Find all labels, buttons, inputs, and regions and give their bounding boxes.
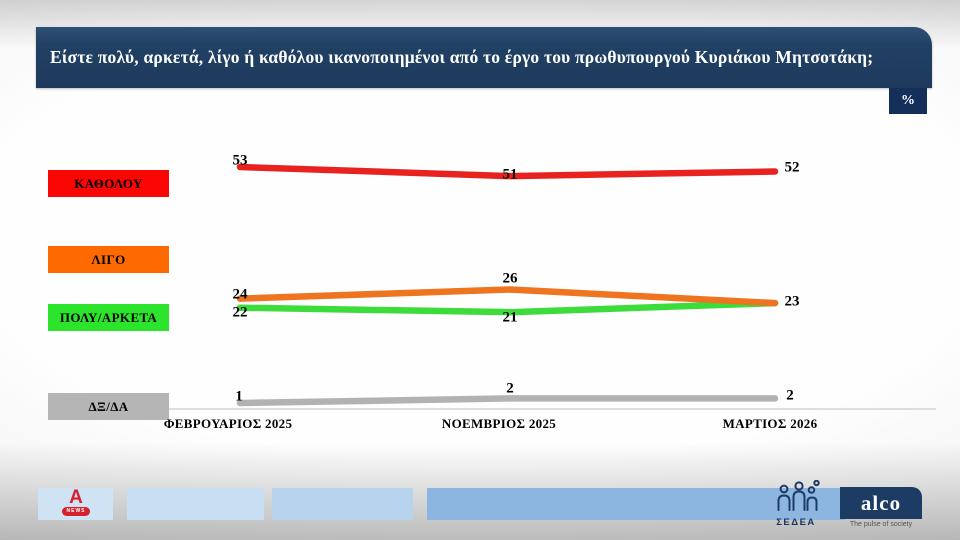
data-label: 22	[232, 304, 248, 321]
data-label: 2	[506, 380, 514, 397]
footer-bar-4	[427, 488, 845, 520]
series-line-2	[236, 299, 779, 316]
alco-logo: alco	[840, 487, 922, 519]
data-label: 1	[235, 388, 243, 405]
legend-label: ΚΑΘΟΛΟΥ	[74, 175, 143, 191]
footer-bar-3	[272, 488, 413, 520]
legend-item-dx-da: ΔΞ/ΔΑ	[48, 393, 169, 420]
axis-category-label: ΜΑΡΤΙΟΣ 2026	[722, 416, 818, 431]
data-label: 52	[784, 159, 800, 176]
axis-category-label: ΝΟΕΜΒΡΙΟΣ 2025	[441, 416, 557, 431]
legend-label: ΛΙΓΟ	[91, 251, 126, 267]
legend-item-poly-arketa: ΠΟΛΥ/ΑΡΚΕΤΑ	[48, 304, 169, 331]
data-label: 53	[232, 152, 248, 169]
footer-bar-2	[127, 488, 264, 520]
question-title: Είστε πολύ, αρκετά, λίγο ή καθόλου ικανο…	[50, 47, 874, 67]
alco-tagline: The pulse of society	[849, 521, 913, 528]
sedea-logo: ΣΕΔΕΑ	[770, 479, 822, 528]
axis-category-label: ΦΕΒΡΟΥΑΡΙΟΣ 2025	[163, 416, 293, 431]
data-label: 21	[502, 309, 518, 326]
percent-unit-badge: %	[889, 88, 927, 114]
legend-label: ΔΞ/ΔΑ	[88, 398, 129, 414]
alco-logo-text: alco	[860, 490, 902, 515]
data-label: 24	[232, 286, 248, 303]
data-label: 26	[502, 270, 518, 286]
series-line-1	[236, 286, 779, 307]
alpha-news-badge: NEWS	[62, 507, 90, 516]
legend-item-ligo: ΛΙΓΟ	[48, 246, 169, 273]
sedea-people-icon	[777, 479, 820, 511]
alpha-logo-letter: A	[69, 487, 83, 508]
data-label: 23	[784, 293, 800, 310]
data-label: 51	[502, 166, 518, 183]
sedea-label: ΣΕΔΕΑ	[776, 517, 816, 528]
series-line-3	[236, 395, 779, 407]
header-bar: Είστε πολύ, αρκετά, λίγο ή καθόλου ικανο…	[36, 27, 932, 88]
series-line-0	[236, 163, 779, 180]
legend-item-katholou: ΚΑΘΟΛΟΥ	[48, 170, 169, 197]
alpha-news-logo: A NEWS	[60, 487, 92, 516]
data-label: 2	[786, 387, 794, 404]
legend-label: ΠΟΛΥ/ΑΡΚΕΤΑ	[59, 309, 158, 325]
